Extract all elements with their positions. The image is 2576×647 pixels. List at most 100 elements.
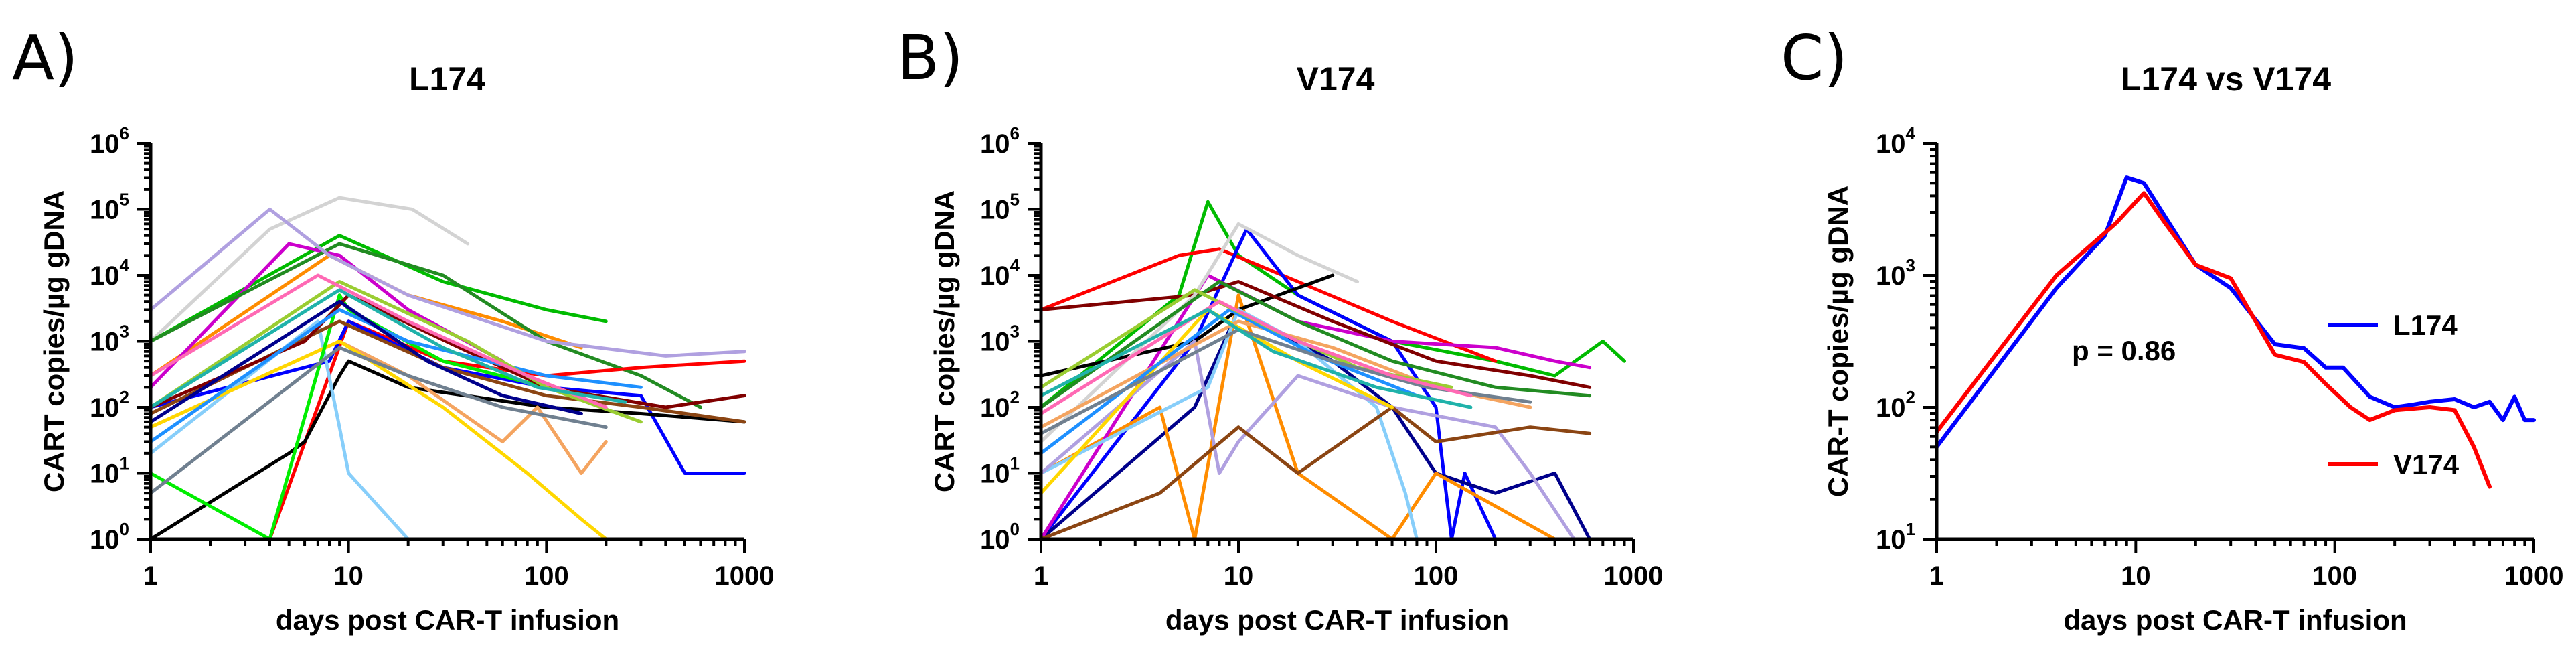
y-tick-base: 10 <box>90 328 120 357</box>
series-line-19 <box>1039 299 1473 415</box>
y-tick-base: 10 <box>980 261 1010 291</box>
y-tick-base: 10 <box>1876 393 1906 423</box>
y-tick-label: 100 <box>90 519 129 555</box>
series-line-13 <box>149 346 608 495</box>
series-line-2 <box>149 234 608 343</box>
x-axis-label: days post CAR-T infusion <box>276 604 619 636</box>
y-tick-base: 10 <box>980 129 1010 159</box>
x-tick-label: 1 <box>143 561 158 591</box>
x-tick-label: 10 <box>1224 561 1254 591</box>
y-tick-label: 100 <box>980 519 1020 555</box>
series-line-17 <box>149 308 643 443</box>
y-tick-exponent: 1 <box>120 453 129 474</box>
series-line-7 <box>1039 273 1335 378</box>
y-tick-label: 105 <box>90 190 129 225</box>
y-tick-base: 10 <box>90 261 120 291</box>
x-tick-label: 100 <box>2312 561 2357 591</box>
series-line-7 <box>149 319 746 475</box>
series-line-5 <box>149 242 702 409</box>
x-tick-label: 1 <box>1034 561 1048 591</box>
y-tick-exponent: 6 <box>120 123 129 143</box>
x-axis-label: days post CAR-T infusion <box>2063 604 2407 636</box>
y-tick-base: 10 <box>980 328 1010 357</box>
y-tick-label: 103 <box>980 321 1020 357</box>
panel-letter: A) <box>12 22 78 94</box>
x-tick-label: 100 <box>1414 561 1459 591</box>
y-tick-label: 101 <box>90 453 129 489</box>
y-tick-label: 102 <box>1876 387 1915 423</box>
y-tick-exponent: 6 <box>1010 123 1020 143</box>
y-tick-exponent: 5 <box>1010 190 1020 210</box>
panel-letter: C) <box>1781 22 1848 94</box>
y-axis-label: CART copies/µg gDNA <box>929 190 960 492</box>
series-line-2 <box>1935 191 2492 489</box>
panel-letter: B) <box>897 22 963 94</box>
series-line-20 <box>1039 308 1473 409</box>
y-tick-label: 106 <box>90 123 129 159</box>
x-tick-label: 10 <box>2121 561 2151 591</box>
y-tick-base: 10 <box>90 393 120 423</box>
y-tick-base: 10 <box>980 393 1010 423</box>
y-tick-exponent: 5 <box>120 190 129 210</box>
series-line-20 <box>149 299 583 424</box>
x-tick-label: 10 <box>333 561 364 591</box>
series-line-16 <box>149 208 746 358</box>
p-value-annotation: p = 0.86 <box>2072 335 2176 366</box>
y-tick-base: 10 <box>980 525 1010 555</box>
y-tick-exponent: 0 <box>1010 519 1020 539</box>
series-line-1 <box>149 196 470 343</box>
y-tick-base: 10 <box>1876 129 1906 159</box>
y-tick-base: 10 <box>1876 525 1906 555</box>
series-line-1 <box>1935 175 2536 449</box>
y-tick-label: 106 <box>980 123 1020 159</box>
y-tick-exponent: 2 <box>120 387 129 407</box>
y-tick-label: 104 <box>980 255 1020 291</box>
y-tick-exponent: 1 <box>1906 519 1915 539</box>
series-line-13 <box>1039 280 1592 409</box>
y-tick-label: 104 <box>90 255 130 291</box>
y-tick-exponent: 3 <box>1010 321 1020 342</box>
x-axis-label: days post CAR-T infusion <box>1165 604 1509 636</box>
y-tick-base: 10 <box>980 459 1010 489</box>
y-tick-base: 10 <box>90 459 120 489</box>
y-tick-exponent: 4 <box>1010 255 1020 275</box>
y-tick-base: 10 <box>1876 261 1906 291</box>
series-line-11 <box>1039 340 1576 541</box>
y-tick-exponent: 2 <box>1906 387 1915 407</box>
y-axis-label: CART copies/µg gDNA <box>38 190 70 492</box>
x-tick-label: 1000 <box>715 561 775 591</box>
y-tick-label: 102 <box>90 387 129 423</box>
chart-title: V174 <box>1297 60 1375 98</box>
y-tick-label: 105 <box>980 190 1020 225</box>
y-tick-label: 103 <box>90 321 129 357</box>
series-line-21 <box>149 288 627 409</box>
y-tick-exponent: 2 <box>1010 387 1020 407</box>
y-tick-label: 103 <box>1876 255 1915 291</box>
series-line-16 <box>1039 308 1419 455</box>
x-tick-label: 1 <box>1929 561 1944 591</box>
series-line-19 <box>149 273 608 409</box>
chart-title: L174 vs V174 <box>2121 60 2331 98</box>
y-tick-base: 10 <box>90 129 120 159</box>
y-tick-label: 101 <box>1876 519 1915 555</box>
y-tick-base: 10 <box>90 196 120 225</box>
y-tick-exponent: 3 <box>1906 255 1915 275</box>
series-line-18 <box>149 280 643 424</box>
series-line-12 <box>149 293 548 541</box>
y-tick-base: 10 <box>980 196 1010 225</box>
chart-title: L174 <box>409 60 485 98</box>
y-tick-exponent: 3 <box>120 321 129 342</box>
y-tick-base: 10 <box>90 525 120 555</box>
y-axis-label: CAR-T copies/µg gDNA <box>1822 186 1854 497</box>
series-line-15 <box>149 293 746 409</box>
y-tick-label: 104 <box>1876 123 1916 159</box>
x-tick-label: 1000 <box>2504 561 2564 591</box>
series-line-12 <box>1039 405 1592 541</box>
y-tick-exponent: 4 <box>120 255 130 275</box>
legend-label-2: V174 <box>2393 449 2460 480</box>
y-tick-exponent: 4 <box>1906 123 1916 143</box>
